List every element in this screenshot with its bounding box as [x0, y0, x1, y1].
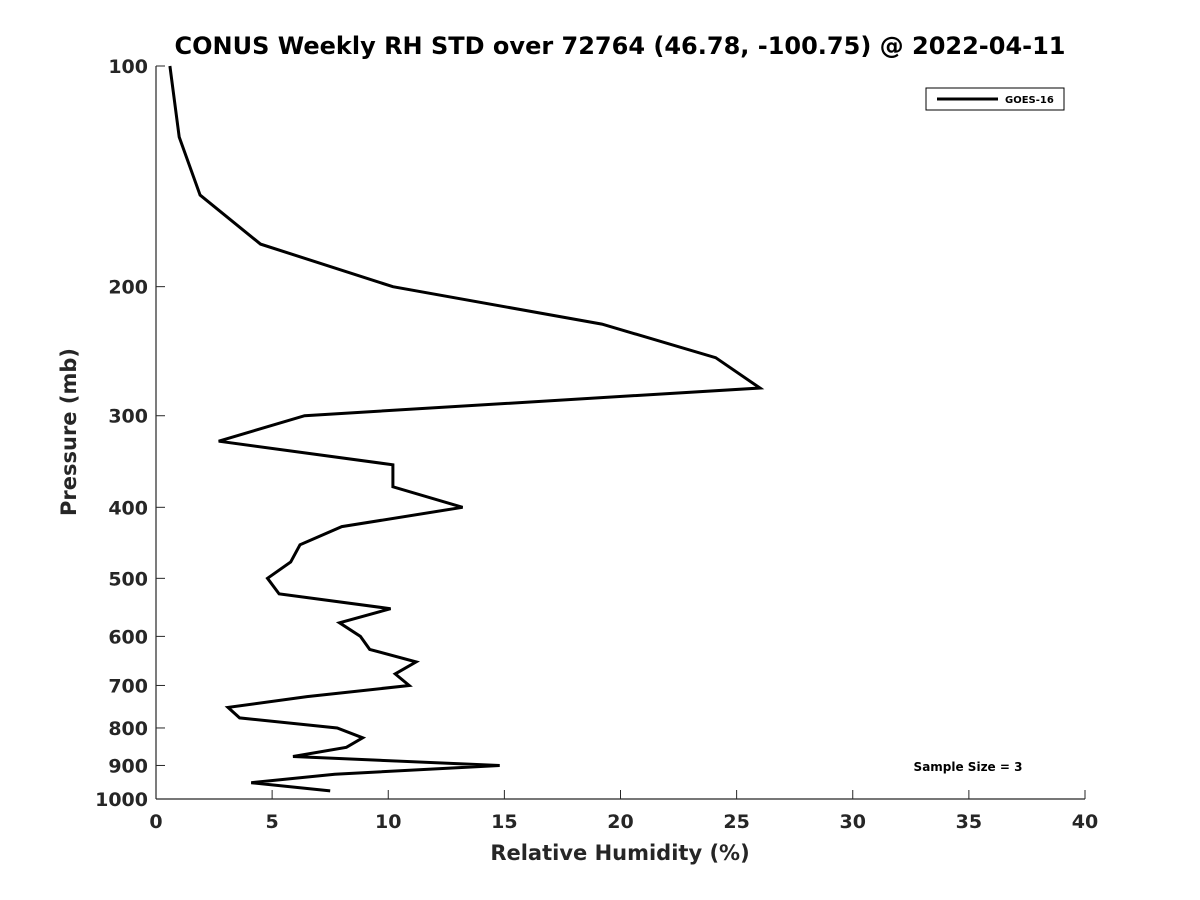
x-tick-label: 25: [723, 811, 749, 833]
y-axis-label: Pressure (mb): [57, 348, 81, 516]
y-tick-label: 400: [108, 497, 148, 519]
y-tick-label: 100: [108, 56, 148, 78]
x-tick-label: 5: [266, 811, 279, 833]
chart-title: CONUS Weekly RH STD over 72764 (46.78, -…: [174, 32, 1065, 60]
x-tick-label: 0: [149, 811, 162, 833]
y-tick-label: 500: [108, 568, 148, 590]
x-axis-label: Relative Humidity (%): [490, 841, 749, 865]
y-tick-label: 200: [108, 277, 148, 299]
x-tick-label: 10: [375, 811, 401, 833]
legend-label-goes-16: GOES-16: [1005, 95, 1054, 106]
x-tick-label: 30: [840, 811, 866, 833]
y-tick-label: 600: [108, 626, 148, 648]
axes: 0 5 10 15 20 25 30 35 40 100 200 300 400 500 600 700 800…: [95, 56, 1098, 833]
series-line-goes-16: [168, 65, 765, 793]
x-tick-label: 20: [607, 811, 633, 833]
y-tick-label: 900: [108, 755, 148, 777]
sample-size-annotation: Sample Size = 3: [914, 760, 1023, 774]
legend: GOES-16: [925, 87, 1065, 111]
y-tick-label: 800: [108, 718, 148, 740]
x-tick-label: 40: [1072, 811, 1098, 833]
y-tick-label: 700: [108, 675, 148, 697]
plot-area: [168, 65, 765, 793]
x-tick-label: 35: [956, 811, 982, 833]
x-tick-label: 15: [491, 811, 517, 833]
y-tick-label: 1000: [95, 789, 148, 811]
y-tick-label: 300: [108, 406, 148, 428]
